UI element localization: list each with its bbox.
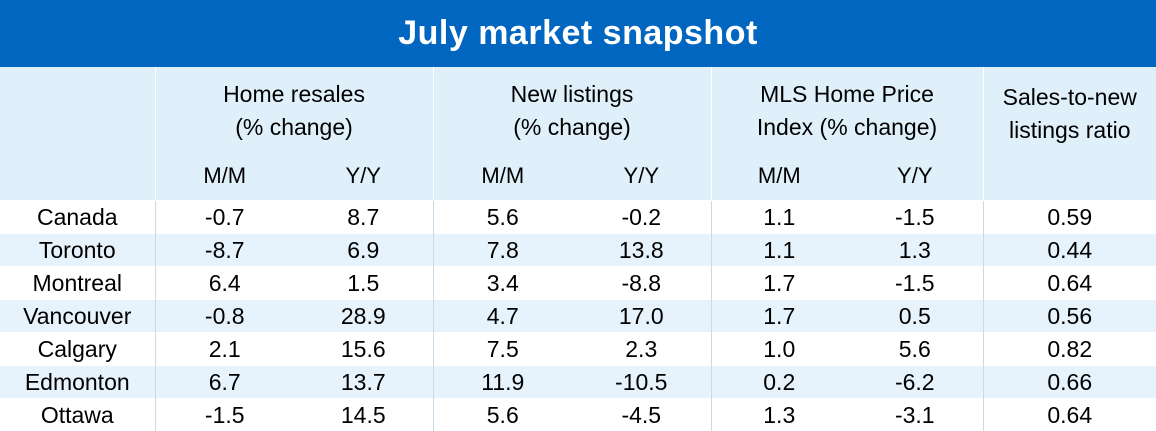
value-cell: 0.64 (983, 267, 1156, 300)
value-cell: -6.2 (847, 366, 983, 399)
value-cell: 8.7 (294, 201, 433, 234)
value-cell: 14.5 (294, 399, 433, 431)
value-cell: -8.7 (155, 234, 294, 267)
subheader-row: M/M Y/Y M/M Y/Y M/M Y/Y (0, 155, 1156, 201)
city-cell: Edmonton (0, 366, 155, 399)
value-cell: -8.8 (572, 267, 711, 300)
group-header-line1: MLS Home Price (712, 78, 983, 111)
group-header-line2: Index (% change) (712, 111, 983, 144)
value-cell: 0.2 (711, 366, 847, 399)
value-cell: 15.6 (294, 333, 433, 366)
market-snapshot-table: Home resales (% change) New listings (% … (0, 67, 1156, 431)
value-cell: 1.1 (711, 201, 847, 234)
group-header-line1: Home resales (156, 78, 433, 111)
city-cell: Vancouver (0, 300, 155, 333)
group-header-line2: listings ratio (984, 114, 1156, 147)
corner-cell (0, 67, 155, 155)
subheader-mm: M/M (711, 155, 847, 201)
value-cell: 13.8 (572, 234, 711, 267)
value-cell: 1.3 (711, 399, 847, 431)
group-header-line1: New listings (434, 78, 711, 111)
value-cell: 6.7 (155, 366, 294, 399)
value-cell: 5.6 (433, 399, 572, 431)
value-cell: -0.8 (155, 300, 294, 333)
value-cell: 3.4 (433, 267, 572, 300)
value-cell: 1.0 (711, 333, 847, 366)
value-cell: 5.6 (847, 333, 983, 366)
city-cell: Canada (0, 201, 155, 234)
table-title: July market snapshot (0, 0, 1156, 67)
group-header-sales-to-new: Sales-to-new listings ratio (983, 67, 1156, 201)
subheader-yy: Y/Y (294, 155, 433, 201)
subheader-yy: Y/Y (847, 155, 983, 201)
value-cell: 0.64 (983, 399, 1156, 431)
value-cell: -4.5 (572, 399, 711, 431)
city-cell: Montreal (0, 267, 155, 300)
group-header-new-listings: New listings (% change) (433, 67, 711, 155)
value-cell: 17.0 (572, 300, 711, 333)
value-cell: -1.5 (155, 399, 294, 431)
group-header-home-resales: Home resales (% change) (155, 67, 433, 155)
value-cell: 2.3 (572, 333, 711, 366)
group-header-mls-hpi: MLS Home Price Index (% change) (711, 67, 983, 155)
value-cell: -1.5 (847, 201, 983, 234)
value-cell: -10.5 (572, 366, 711, 399)
value-cell: 7.5 (433, 333, 572, 366)
value-cell: 0.59 (983, 201, 1156, 234)
value-cell: 13.7 (294, 366, 433, 399)
value-cell: 0.82 (983, 333, 1156, 366)
value-cell: 1.3 (847, 234, 983, 267)
value-cell: 1.5 (294, 267, 433, 300)
value-cell: 0.56 (983, 300, 1156, 333)
value-cell: 1.1 (711, 234, 847, 267)
value-cell: -1.5 (847, 267, 983, 300)
value-cell: 0.66 (983, 366, 1156, 399)
subheader-mm: M/M (155, 155, 294, 201)
value-cell: 6.4 (155, 267, 294, 300)
group-header-line1: Sales-to-new (984, 81, 1156, 114)
value-cell: 4.7 (433, 300, 572, 333)
value-cell: -0.7 (155, 201, 294, 234)
value-cell: 1.7 (711, 300, 847, 333)
value-cell: -0.2 (572, 201, 711, 234)
group-header-line2: (% change) (434, 111, 711, 144)
subheader-mm: M/M (433, 155, 572, 201)
value-cell: 5.6 (433, 201, 572, 234)
header-row: Home resales (% change) New listings (% … (0, 67, 1156, 155)
value-cell: -3.1 (847, 399, 983, 431)
value-cell: 2.1 (155, 333, 294, 366)
value-cell: 6.9 (294, 234, 433, 267)
value-cell: 0.44 (983, 234, 1156, 267)
value-cell: 1.7 (711, 267, 847, 300)
corner-cell (0, 155, 155, 201)
value-cell: 11.9 (433, 366, 572, 399)
city-cell: Ottawa (0, 399, 155, 431)
value-cell: 0.5 (847, 300, 983, 333)
value-cell: 28.9 (294, 300, 433, 333)
value-cell: 7.8 (433, 234, 572, 267)
city-cell: Calgary (0, 333, 155, 366)
subheader-yy: Y/Y (572, 155, 711, 201)
city-cell: Toronto (0, 234, 155, 267)
group-header-line2: (% change) (156, 111, 433, 144)
